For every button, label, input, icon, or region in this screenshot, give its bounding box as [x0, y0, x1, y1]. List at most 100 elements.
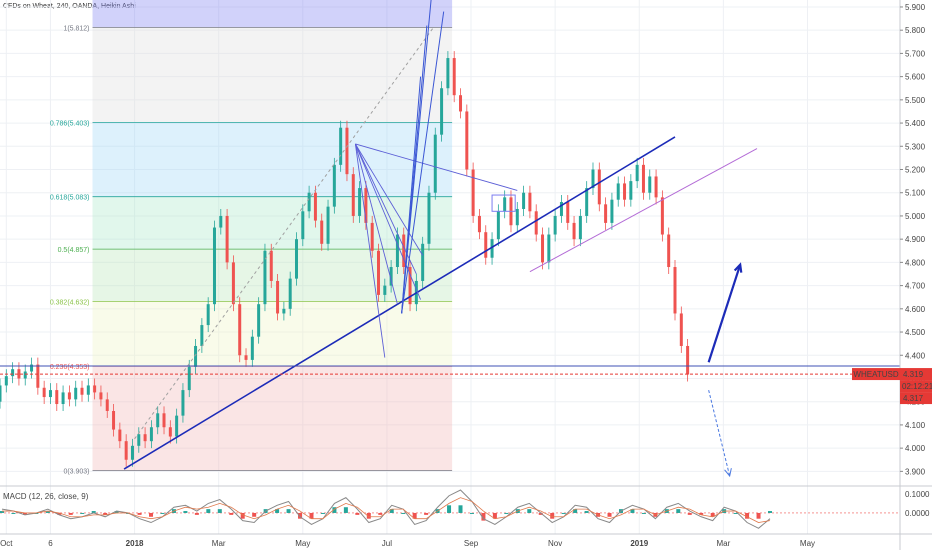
steep-fan-ray — [401, 76, 422, 314]
candle-body — [572, 222, 576, 240]
projection-up-arrow-head — [733, 262, 743, 273]
macd-histogram-bar — [389, 509, 394, 513]
macd-histogram-bar — [320, 512, 325, 514]
macd-histogram-bar — [699, 512, 704, 515]
candle-body — [421, 243, 425, 281]
fib-level-label: 0.618(5.083) — [50, 195, 90, 202]
candle-body — [477, 215, 481, 233]
price-tick-label: 5.300 — [905, 142, 926, 151]
macd-histogram-bar — [149, 512, 154, 517]
fib-zone — [92, 366, 453, 471]
candle-body — [99, 392, 103, 400]
symbol-label-bg — [852, 368, 900, 381]
candle-body — [528, 192, 532, 212]
time-tick-label: Nov — [548, 539, 562, 548]
price-axis-bg — [900, 0, 932, 550]
macd-histogram-bar — [607, 512, 612, 517]
candle-body — [36, 364, 40, 388]
fib-zone — [92, 122, 453, 197]
candle-body — [471, 169, 475, 216]
macd-histogram-bar — [641, 512, 646, 514]
macd-histogram-bar — [309, 512, 314, 519]
candle-body — [124, 441, 128, 460]
time-tick-label: Mar — [716, 539, 730, 548]
candle-body — [4, 376, 8, 386]
macd-histogram-bar — [469, 512, 474, 514]
macd-histogram-bar — [424, 512, 429, 515]
rectangle-drawing — [491, 194, 516, 212]
macd-histogram-bar — [412, 512, 417, 519]
fib-zone — [92, 301, 453, 367]
macd-histogram-bar — [229, 512, 234, 515]
macd-histogram-bar — [103, 512, 108, 515]
time-tick-label: 6 — [48, 539, 53, 548]
countdown-bg — [900, 380, 932, 393]
macd-histogram-bar — [286, 509, 291, 513]
macd-tick-label: 0.0000 — [905, 509, 930, 518]
candle-body — [74, 387, 78, 400]
candle-body — [358, 188, 362, 216]
candle-body — [496, 211, 500, 240]
fan-ray — [354, 143, 424, 256]
current-price-value: 4.319 — [903, 370, 924, 379]
candle-body — [541, 234, 545, 263]
candle-body — [23, 371, 27, 379]
candle-body — [269, 250, 273, 281]
candle-body — [17, 369, 21, 379]
candle-body — [0, 385, 2, 402]
candle-body — [137, 434, 141, 446]
candle-body — [181, 390, 185, 416]
price-tick-label: 5.200 — [905, 166, 926, 175]
candle-body — [351, 174, 355, 216]
candle-body — [231, 262, 235, 305]
price-tick-label: 5.800 — [905, 26, 926, 35]
fib-level-label: 0(3.903) — [63, 469, 89, 476]
candle-body — [326, 206, 330, 244]
candle-body — [345, 127, 349, 175]
candle-body — [515, 208, 519, 226]
candle-body — [610, 199, 614, 223]
macd-histogram-bar — [710, 512, 715, 517]
candle-body — [370, 222, 374, 251]
macd-histogram-bar — [378, 512, 383, 515]
candle-body — [364, 188, 368, 223]
candle-body — [604, 204, 608, 223]
macd-histogram-bar — [745, 512, 750, 519]
candle-body — [686, 345, 690, 375]
price-tick-label: 4.700 — [905, 282, 926, 291]
macd-line — [1, 489, 771, 529]
macd-histogram-bar — [298, 512, 303, 519]
last-close-value: 4.317 — [903, 394, 924, 403]
candle-body — [383, 285, 387, 295]
candle-body — [313, 192, 317, 221]
candle-body — [585, 188, 589, 216]
candle-body — [168, 427, 172, 437]
candle-body — [673, 267, 677, 314]
fib-zone — [92, 0, 453, 28]
candle-body — [377, 250, 381, 295]
macd-histogram-bar — [68, 512, 73, 515]
candle-body — [61, 392, 65, 405]
countdown-value: 02:12:21 — [902, 382, 932, 391]
macd-histogram-bar — [573, 509, 578, 513]
candle-body — [660, 197, 664, 235]
price-tick-label: 4.400 — [905, 351, 926, 360]
candle-body — [238, 304, 242, 356]
candle-body — [80, 387, 84, 395]
candle-body — [635, 164, 639, 182]
candle-body — [187, 366, 191, 391]
macd-histogram-bar — [194, 512, 199, 515]
macd-histogram-bar — [630, 509, 635, 513]
macd-histogram-bar — [0, 511, 4, 513]
symbol-label: WHEATUSD — [853, 370, 898, 379]
last-close-bg — [900, 392, 932, 405]
macd-histogram-bar — [11, 512, 16, 514]
candle-body — [597, 169, 601, 205]
candle-body — [149, 427, 153, 442]
candle-body — [490, 239, 494, 258]
fan-ray — [354, 143, 398, 305]
macd-histogram-bar — [366, 512, 371, 519]
candle-body — [578, 215, 582, 240]
candle-body — [307, 192, 311, 212]
